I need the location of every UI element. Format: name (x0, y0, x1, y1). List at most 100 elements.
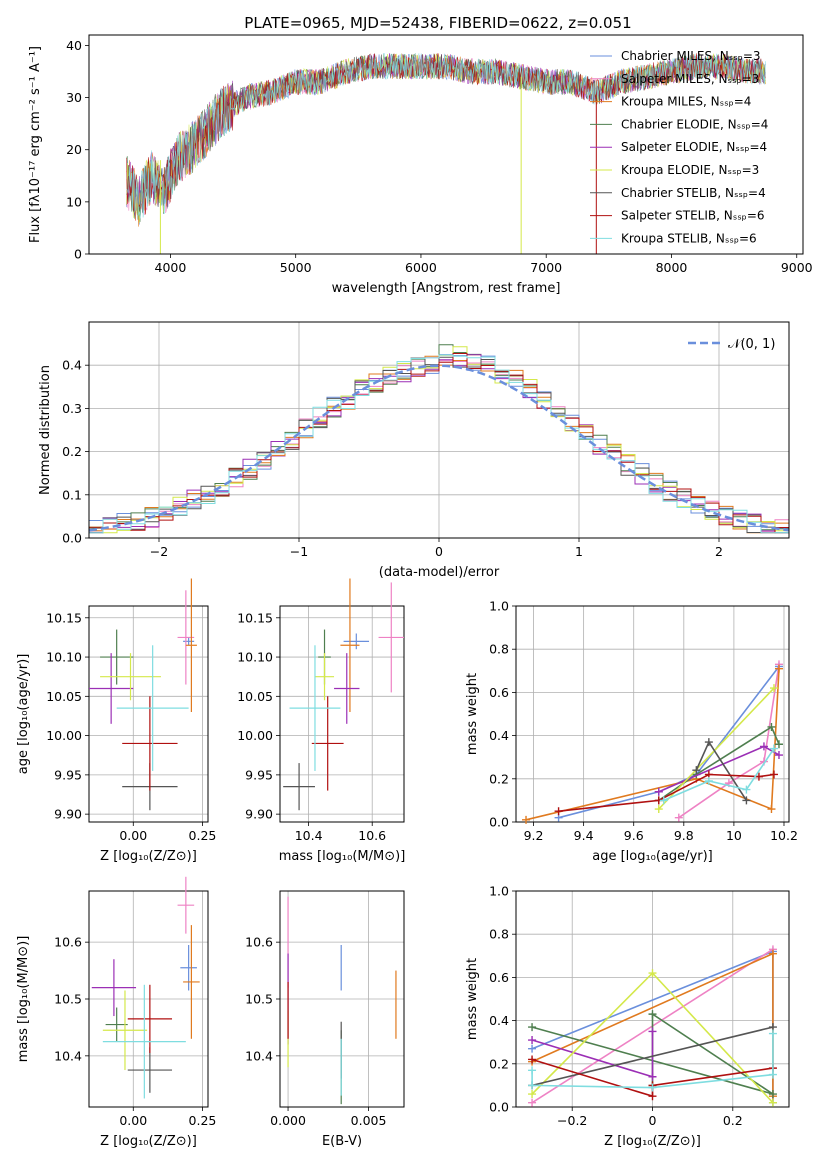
weight-marker (768, 1098, 777, 1107)
legend-label: Kroupa STELIB, Nₛₛₚ=6 (621, 231, 757, 245)
y-tick-label: 0.8 (489, 642, 509, 657)
x-tick-label: 10 (726, 828, 742, 843)
normal-curve (88, 364, 790, 532)
x-tick-label: 7000 (530, 260, 562, 275)
y-tick-label: 0.4 (489, 1013, 509, 1028)
x-axis-label: (data-model)/error (379, 565, 500, 580)
x-axis-label: E(B-V) (322, 1134, 362, 1149)
weight-marker (528, 1023, 537, 1032)
axes-spectrum: 4000 5000 6000 7000 8000 9000 0 10 20 30 40 wavelen… (28, 34, 813, 296)
y-tick-label: 10.05 (237, 689, 273, 704)
legend-label: Salpeter MILES, Nₛₛₚ=3 (621, 72, 759, 86)
x-axis-label: Z [log₁₀(Z/Z⊙)] (100, 1134, 197, 1149)
legend-label: 𝒩(0, 1) (728, 337, 775, 352)
x-tick-label: 0.000 (270, 1113, 306, 1128)
weight-marker (528, 1090, 537, 1099)
x-tick-label: 6000 (405, 260, 437, 275)
x-tick-label: 0.25 (189, 1113, 217, 1128)
weight-marker (648, 1010, 657, 1019)
legend-label: Salpeter ELODIE, Nₛₛₚ=4 (621, 140, 767, 154)
y-tick-label: 10.10 (237, 650, 273, 665)
axes-frame (88, 605, 209, 823)
y-tick-label: 20 (66, 142, 82, 157)
y-tick-label: 9.95 (245, 767, 273, 782)
y-axis-label: mass [log₁₀(M/M⊙)] (16, 936, 31, 1063)
axes-age_vs_mass: 10.4 10.6 9.90 9.95 10.00 10.05 10.10 10.15 mass… (237, 578, 406, 864)
legend-label: Chabrier STELIB, Nₛₛₚ=4 (621, 186, 766, 200)
y-tick-label: 0.4 (62, 358, 82, 373)
weight-marker (769, 744, 778, 753)
x-tick-label: 2 (715, 544, 723, 559)
weight-line (695, 740, 748, 801)
x-tick-label: 0.005 (351, 1113, 387, 1128)
x-axis-label: Z [log₁₀(Z/Z⊙)] (604, 1134, 701, 1149)
y-tick-label: 1.0 (489, 884, 509, 899)
axes-frame (279, 890, 405, 1108)
y-tick-label: 0.6 (489, 685, 509, 700)
weight-marker (528, 1066, 537, 1075)
x-tick-label: 0.00 (119, 1113, 147, 1128)
weight-marker (648, 1027, 657, 1036)
x-axis-label: mass [log₁₀(M/M⊙)] (279, 849, 406, 864)
weight-marker (528, 1081, 537, 1090)
x-tick-label: 9.2 (524, 828, 544, 843)
weight-marker (704, 776, 713, 785)
legend-label: Salpeter STELIB, Nₛₛₚ=6 (621, 209, 765, 223)
weight-marker (768, 1090, 777, 1099)
x-tick-label: −1 (290, 544, 308, 559)
weight-marker (767, 805, 776, 814)
weight-marker (522, 815, 531, 824)
y-tick-label: 10.00 (46, 728, 82, 743)
y-tick-label: 0 (74, 247, 82, 262)
weight-marker (768, 949, 777, 958)
y-tick-label: 0.2 (489, 1056, 509, 1071)
y-tick-label: 0.2 (62, 444, 82, 459)
x-axis-label: wavelength [Angstrom, rest frame] (332, 281, 561, 296)
x-tick-label: 9.8 (674, 828, 694, 843)
axes-frame (279, 605, 405, 823)
y-tick-label: 0.8 (489, 927, 509, 942)
spectrum-line (126, 53, 766, 219)
x-tick-label: 0.2 (723, 1113, 743, 1128)
y-tick-label: 0.0 (62, 531, 82, 546)
y-tick-label: 0.0 (489, 1100, 509, 1115)
x-tick-label: 4000 (155, 260, 187, 275)
weight-marker (768, 1070, 777, 1079)
axes-frame (88, 34, 804, 255)
weight-line (658, 687, 775, 810)
weight-marker (648, 1072, 657, 1081)
y-tick-label: 0.4 (489, 728, 509, 743)
weight-line (678, 664, 780, 819)
y-tick-label: 0.2 (489, 771, 509, 786)
x-tick-label: 0.25 (189, 828, 217, 843)
y-tick-label: 0.1 (62, 487, 82, 502)
y-tick-label: 10.5 (54, 992, 82, 1007)
legend-label: Kroupa ELODIE, Nₛₛₚ=3 (621, 163, 759, 177)
x-axis-label: age [log₁₀(age/yr)] (592, 849, 713, 864)
y-tick-label: 30 (66, 90, 82, 105)
axes-frame (515, 605, 790, 823)
x-tick-label: 10.4 (295, 828, 323, 843)
y-tick-label: 40 (66, 38, 82, 53)
y-tick-label: 9.90 (245, 807, 273, 822)
y-tick-label: 9.95 (54, 767, 82, 782)
x-tick-label: 0 (649, 1113, 657, 1128)
axes-mass_weight_vs_age: 9.2 9.4 9.6 9.8 10 10.2 0.0 0.2 0.4 0.6 0.8 1.0 age … (465, 599, 798, 865)
y-axis-label: mass weight (465, 958, 480, 1040)
y-tick-label: 10.6 (245, 935, 273, 950)
y-tick-label: 10.15 (46, 610, 82, 625)
weight-marker (659, 796, 668, 805)
axes-residuals: −2 −1 0 1 2 0.0 0.1 0.2 0.3 0.4 (data-model)/error… (38, 321, 790, 580)
weight-marker (742, 785, 751, 794)
y-tick-label: 10.5 (245, 992, 273, 1007)
weight-marker (528, 1098, 537, 1107)
y-tick-label: 10 (66, 194, 82, 209)
x-tick-label: 9.6 (624, 828, 644, 843)
weight-marker (768, 1029, 777, 1038)
x-tick-label: 9000 (781, 260, 813, 275)
weight-marker (528, 1036, 537, 1045)
x-tick-label: 0 (435, 544, 443, 559)
axes-frame (515, 890, 790, 1108)
weight-marker (528, 1055, 537, 1064)
